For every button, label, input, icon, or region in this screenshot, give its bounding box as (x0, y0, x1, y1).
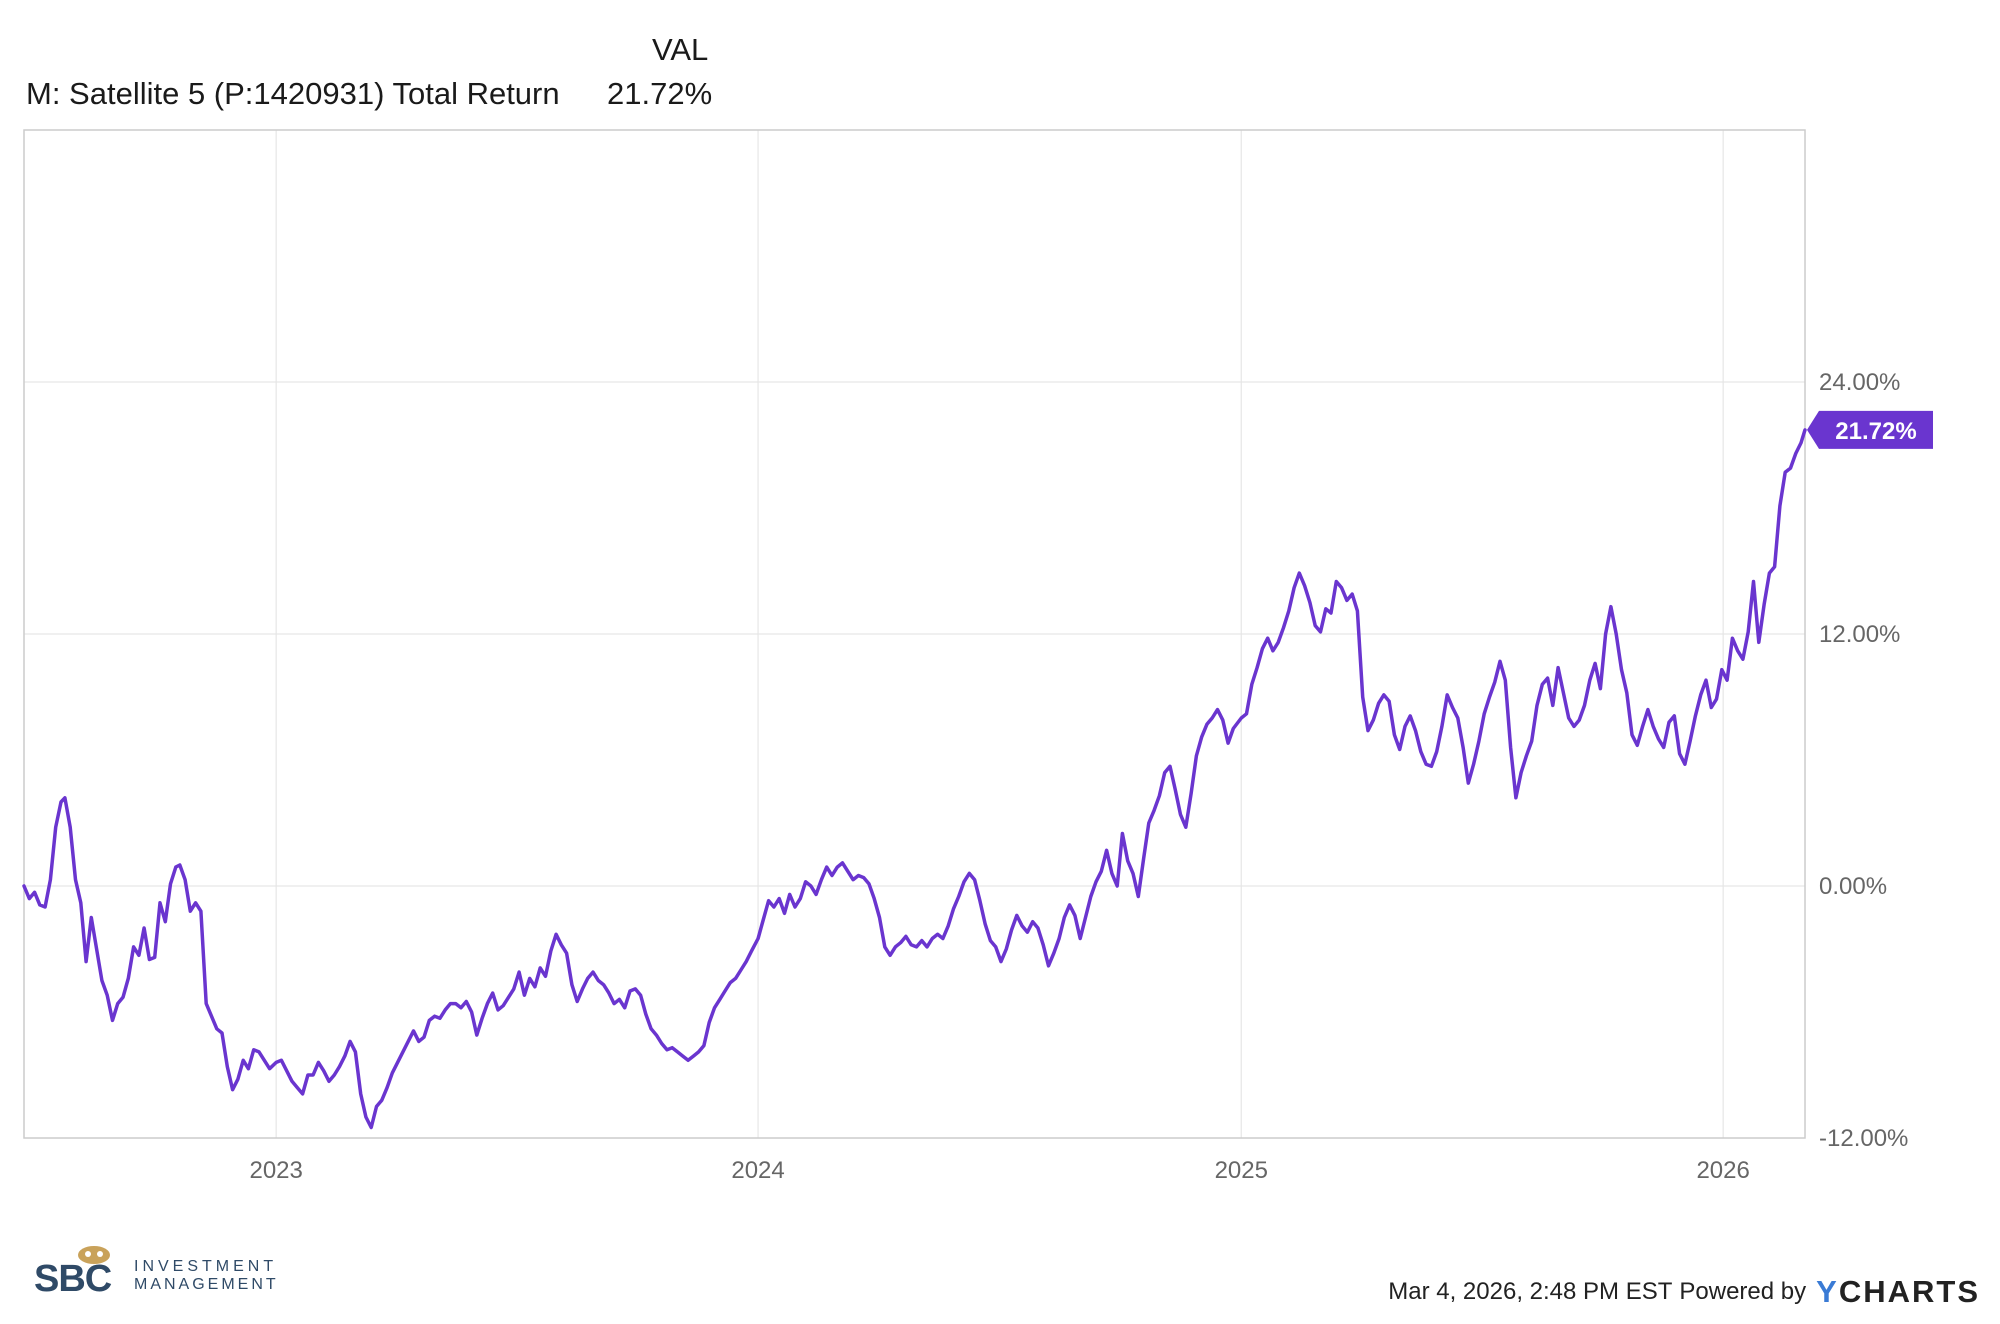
x-tick-label: 2025 (1215, 1157, 1268, 1184)
chart-grid (24, 130, 1805, 1138)
x-tick-label: 2026 (1696, 1157, 1749, 1184)
logo-mark: SBC (34, 1258, 112, 1300)
legend-series-value: 21.72% (607, 76, 713, 111)
footer-attribution: Mar 4, 2026, 2:48 PM EST Powered by YCHA… (1388, 1272, 1980, 1312)
logo-word: INVESTMENT (134, 1258, 278, 1275)
plot-frame (23, 129, 1806, 1139)
chart-legend: VAL M: Satellite 5 (P:1420931) Total Ret… (0, 0, 2000, 130)
footer-powered-by: Powered by (1679, 1278, 1807, 1305)
x-axis-ticks: 2023 2024 2025 2026 (249, 1157, 1749, 1184)
logo-word: MANAGEMENT (134, 1276, 279, 1293)
last-value-badge: 21.72% (1807, 410, 1933, 449)
ycharts-logo[interactable]: YCHARTS (1816, 1274, 1980, 1309)
logo-owl-icon (78, 1246, 110, 1264)
y-tick-label: 24.00% (1819, 369, 1900, 396)
x-tick-label: 2023 (249, 1157, 302, 1184)
last-value-badge-shape (1807, 410, 1933, 449)
x-tick-label: 2024 (731, 1157, 784, 1184)
y-tick-label: 0.00% (1819, 873, 1887, 900)
y-tick-label: 12.00% (1819, 621, 1900, 648)
y-tick-label: -12.00% (1819, 1125, 1908, 1152)
last-value-label: 21.72% (1835, 418, 1916, 445)
legend-column-header: VAL (652, 32, 709, 67)
legend-series-name[interactable]: M: Satellite 5 (P:1420931) Total Return (26, 76, 560, 111)
sbc-logo: SBC INVESTMENT MANAGEMENT (34, 1244, 294, 1300)
y-axis-ticks: 24.00% 12.00% 0.00% -12.00% (1819, 369, 1908, 1152)
series-line[interactable] (22, 428, 1807, 1130)
footer-timestamp: Mar 4, 2026, 2:48 PM EST (1388, 1278, 1673, 1305)
